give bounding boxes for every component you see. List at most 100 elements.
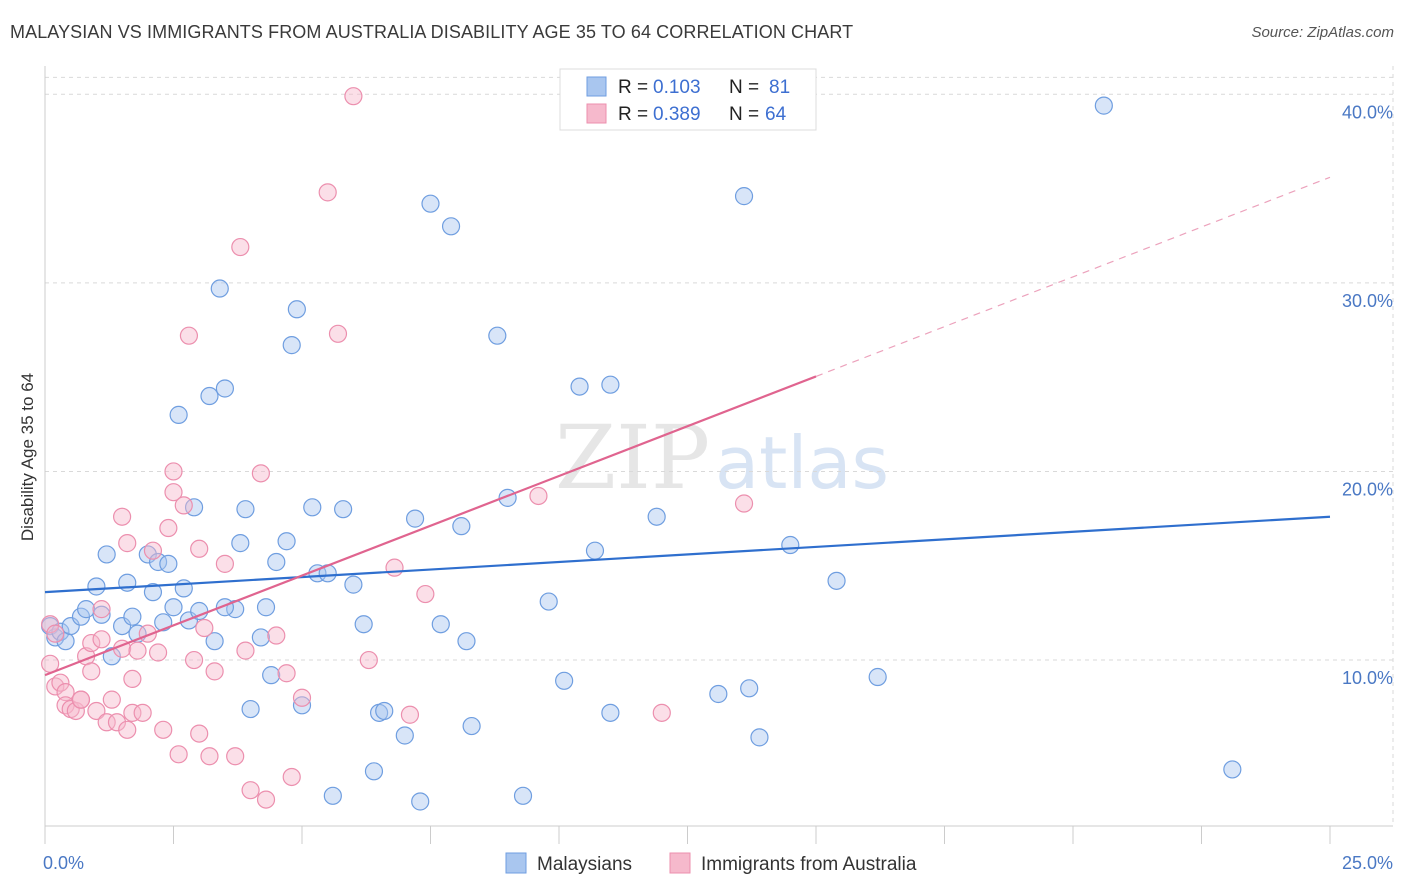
immigrants-point — [267, 626, 286, 645]
legend-r-value-2: 0.389 — [653, 104, 701, 125]
malaysians-point — [123, 607, 142, 626]
immigrants-point — [164, 483, 183, 502]
immigrants-point — [169, 745, 188, 764]
immigrants-point — [118, 534, 137, 553]
source-credit: Source: ZipAtlas.com — [1251, 24, 1394, 41]
malaysians-point — [251, 628, 270, 647]
immigrants-point — [92, 630, 111, 649]
malaysians-point — [303, 498, 322, 517]
immigrants-point — [41, 615, 60, 634]
immigrants-point — [385, 558, 404, 577]
malaysians-point — [421, 194, 440, 213]
malaysians-point — [92, 605, 111, 624]
legend-n-value-1: 81 — [769, 77, 790, 98]
malaysians-point — [159, 554, 178, 573]
malaysians-point — [267, 552, 286, 572]
immigrants-point — [184, 650, 204, 670]
immigrants-point — [154, 720, 173, 739]
malaysians-point — [555, 671, 574, 690]
immigrants-point — [71, 690, 91, 709]
malaysians-point — [709, 684, 728, 704]
immigrants-point — [174, 496, 193, 515]
malaysians-point — [143, 583, 163, 602]
y-tick-label: 10.0% — [1342, 668, 1393, 688]
malaysians-point — [488, 326, 507, 345]
y-tick-label: 30.0% — [1342, 291, 1393, 311]
malaysians-point — [205, 632, 224, 651]
y-tick-label: 20.0% — [1342, 479, 1393, 499]
immigrants-point — [231, 237, 250, 257]
y-tick-label: 40.0% — [1342, 102, 1393, 122]
immigrants-point — [226, 747, 245, 766]
malaysians-point — [1223, 760, 1242, 779]
immigrants-point — [190, 539, 209, 558]
malaysians-point — [601, 703, 620, 722]
immigrants-point — [82, 662, 101, 681]
malaysians-point — [441, 217, 461, 236]
malaysians-point — [200, 386, 219, 406]
bottom-legend: Malaysians Immigrants from Australia — [505, 852, 917, 875]
immigrants-point — [128, 641, 147, 660]
malaysians-point — [164, 598, 183, 617]
immigrants-point — [87, 701, 106, 721]
immigrants-point — [400, 705, 420, 724]
immigrants-point — [215, 554, 234, 573]
legend-n-value-2: 64 — [765, 104, 787, 125]
immigrants-point — [344, 87, 363, 106]
malaysians-trend-line — [44, 515, 1331, 594]
immigrants-point — [164, 462, 183, 481]
immigrants-point — [190, 724, 209, 743]
bottom-legend-label-malaysians: Malaysians — [537, 854, 632, 875]
legend-n-label-1: N = — [729, 77, 759, 98]
watermark-zip: ZIP — [555, 406, 710, 509]
immigrants-point — [102, 690, 121, 709]
legend-swatch-immigrants — [586, 103, 607, 124]
malaysians-point — [513, 786, 533, 805]
legend-n-label-2: N = — [729, 104, 759, 125]
malaysians-point — [740, 679, 759, 698]
grid-lines: 10.0% 20.0% 30.0% 40.0% — [45, 66, 1394, 826]
legend-swatch-malaysians — [586, 76, 607, 97]
malaysians-point — [262, 666, 281, 685]
immigrants-point — [251, 464, 270, 483]
malaysians-point — [344, 575, 363, 594]
immigrants-point — [66, 701, 85, 721]
malaysians-point — [827, 571, 846, 590]
malaysians-point — [334, 500, 353, 519]
immigrants-point — [277, 664, 296, 683]
immigrants-point — [148, 643, 168, 662]
axes: 0.0% 25.0% — [43, 66, 1393, 873]
trend-lines — [44, 176, 1331, 677]
malaysians-point — [210, 279, 229, 298]
immigrants-point — [82, 633, 101, 653]
immigrants-point — [416, 584, 435, 604]
immigrants-point — [123, 703, 142, 722]
x-tick-label-max: 25.0% — [1342, 853, 1393, 873]
malaysians-point — [452, 517, 471, 536]
immigrants-point — [236, 641, 255, 660]
malaysians-point — [868, 667, 887, 687]
malaysians-point — [585, 541, 605, 560]
immigrants-trend-line — [44, 375, 817, 677]
immigrants-point — [318, 183, 337, 202]
top-legend: R = 0.103 N = 81 R = 0.389 N = 64 — [559, 68, 817, 131]
malaysians-point — [236, 500, 255, 519]
malaysians-point — [405, 509, 425, 528]
immigrants-point — [97, 713, 116, 732]
immigrants-point — [256, 790, 276, 809]
y-axis-label: Disability Age 35 to 64 — [18, 373, 37, 541]
malaysians-point — [87, 577, 106, 596]
malaysians-point — [750, 728, 769, 747]
immigrants-point — [205, 662, 224, 681]
malaysians-point — [457, 632, 476, 651]
malaysians-point — [323, 786, 342, 805]
bottom-legend-swatch-malaysians — [505, 852, 527, 874]
legend-r-label-2: R = — [618, 104, 648, 125]
malaysians-point — [287, 300, 306, 319]
immigrants-point — [359, 650, 378, 670]
immigrants-point — [292, 688, 312, 707]
immigrants-point — [112, 507, 132, 526]
malaysians-point — [364, 762, 384, 781]
malaysians-point — [781, 535, 800, 555]
